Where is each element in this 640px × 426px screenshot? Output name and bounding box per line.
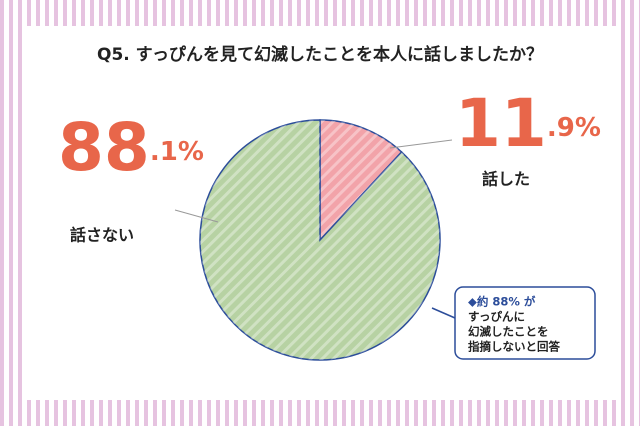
border-bottom — [0, 400, 640, 426]
value-label: 88.1% — [58, 109, 204, 186]
pie — [199, 119, 441, 361]
annotation-line: 幻滅したことを — [468, 325, 549, 339]
slice-stripes — [320, 120, 402, 240]
leader-line — [174, 209, 219, 223]
annotation-pointer — [431, 307, 456, 319]
category-label: 話さない — [70, 226, 134, 245]
category-label: 話した — [482, 170, 530, 189]
chart-title: Q5. すっぴんを見て幻滅したことを本人に話しましたか？ — [97, 44, 543, 65]
annotation-box — [454, 286, 596, 360]
border-left — [0, 26, 22, 400]
border-top — [0, 0, 640, 26]
annotation-line: ◆約 88% が — [468, 295, 536, 309]
border-right — [618, 26, 640, 400]
leader-line — [389, 139, 453, 149]
slice-stripes — [199, 120, 440, 360]
annotation-line: すっぴんに — [468, 310, 525, 324]
annotation-line: 指摘しないと回答 — [468, 340, 560, 354]
value-label: 11.9% — [455, 85, 601, 162]
